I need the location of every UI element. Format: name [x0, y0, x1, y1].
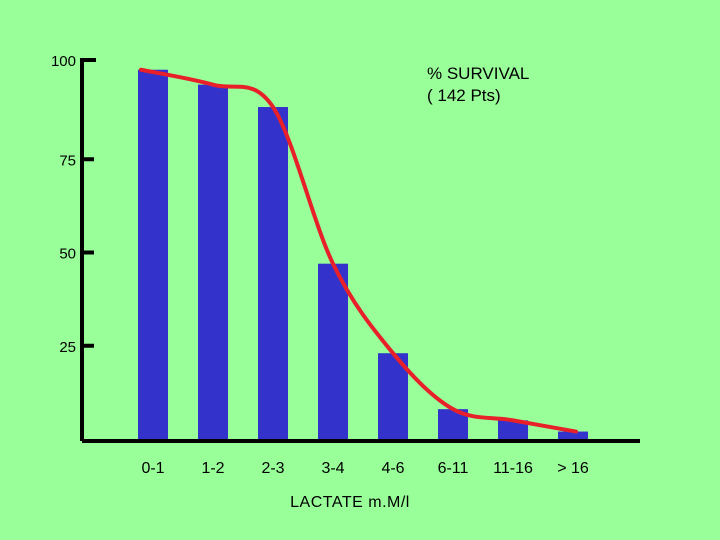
- annotation-line-2: ( 142 Pts): [427, 86, 501, 105]
- x-tick-label-1-2: 1-2: [201, 460, 224, 477]
- bar-11-16: [498, 420, 528, 439]
- bar-0-1: [138, 69, 168, 439]
- x-tick-label-3-4: 3-4: [321, 460, 344, 477]
- bar-1-2: [198, 84, 228, 440]
- x-tick-label-6-11: 6-11: [438, 460, 469, 477]
- bars: [138, 69, 588, 440]
- x-tick-label-0-1: 0-1: [141, 460, 164, 477]
- y-tick-label-25: 25: [59, 339, 76, 356]
- x-tick-labels: 0-1 1-2 2-3 3-4 4-6 6-11 11-16 > 16: [141, 460, 588, 477]
- y-tick-label-100: 100: [51, 53, 76, 70]
- bar-2-3: [258, 107, 288, 439]
- y-tick-label-75: 75: [59, 152, 76, 169]
- y-tick-label-50: 50: [59, 246, 76, 263]
- x-tick-label-> 16: > 16: [557, 460, 589, 477]
- x-axis-title: LACTATE m.M/l: [290, 494, 410, 511]
- y-ticks: 25 50 75 100: [51, 53, 94, 356]
- bar-3-4: [318, 263, 348, 439]
- bar-> 16: [558, 431, 588, 439]
- curve-group: [139, 67, 578, 434]
- x-tick-label-11-16: 11-16: [493, 460, 533, 477]
- x-tick-label-2-3: 2-3: [261, 460, 284, 477]
- annotation-line-1: % SURVIVAL: [427, 64, 529, 83]
- x-tick-label-4-6: 4-6: [381, 460, 404, 477]
- survival-curve-line: [139, 67, 578, 434]
